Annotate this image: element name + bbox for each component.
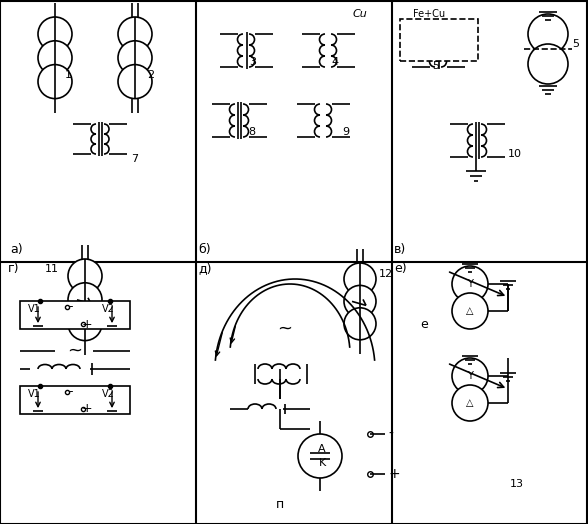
Circle shape xyxy=(38,64,72,99)
Text: е: е xyxy=(420,318,427,331)
Text: е): е) xyxy=(394,262,407,275)
Circle shape xyxy=(68,259,102,293)
Text: 12: 12 xyxy=(379,269,393,279)
Text: +: + xyxy=(388,467,400,481)
Bar xyxy=(400,19,478,61)
Text: △: △ xyxy=(466,398,474,408)
Circle shape xyxy=(118,17,152,51)
Text: 4: 4 xyxy=(332,57,339,67)
Text: ~: ~ xyxy=(68,342,82,360)
Bar xyxy=(20,386,130,414)
Text: Y: Y xyxy=(467,371,473,381)
Text: A: A xyxy=(318,444,326,454)
Circle shape xyxy=(118,64,152,99)
Text: г): г) xyxy=(8,262,19,275)
Circle shape xyxy=(344,308,376,340)
Circle shape xyxy=(452,385,488,421)
Text: △: △ xyxy=(466,306,474,316)
Text: 3: 3 xyxy=(249,57,256,67)
Circle shape xyxy=(528,44,568,84)
Text: -: - xyxy=(69,386,74,398)
Circle shape xyxy=(68,307,102,341)
Text: Y: Y xyxy=(467,279,473,289)
Text: 5: 5 xyxy=(572,39,579,49)
Circle shape xyxy=(452,358,488,394)
Circle shape xyxy=(118,41,152,75)
Text: 2: 2 xyxy=(147,70,154,80)
Text: +: + xyxy=(82,402,92,416)
Text: V2: V2 xyxy=(102,304,115,314)
Text: б): б) xyxy=(198,243,211,256)
Circle shape xyxy=(344,263,376,295)
Circle shape xyxy=(38,17,72,51)
Text: V1: V1 xyxy=(28,304,41,314)
Circle shape xyxy=(38,41,72,75)
Text: д): д) xyxy=(198,262,212,275)
Bar xyxy=(20,301,130,329)
Text: п: п xyxy=(276,497,284,510)
Text: 10: 10 xyxy=(508,149,522,159)
Circle shape xyxy=(298,434,342,478)
Text: 8: 8 xyxy=(249,127,256,137)
Text: 11: 11 xyxy=(45,264,59,274)
Text: -: - xyxy=(69,300,74,313)
Text: в): в) xyxy=(394,243,406,256)
Text: ~: ~ xyxy=(278,320,292,338)
Text: 5: 5 xyxy=(433,61,439,71)
Text: 13: 13 xyxy=(510,479,524,489)
Text: K: K xyxy=(318,458,326,468)
Text: V2: V2 xyxy=(102,389,115,399)
Circle shape xyxy=(452,293,488,329)
Circle shape xyxy=(344,286,376,318)
Text: 9: 9 xyxy=(342,127,349,137)
Circle shape xyxy=(528,14,568,54)
Text: 7: 7 xyxy=(132,154,139,164)
Text: Cu: Cu xyxy=(353,9,368,19)
Circle shape xyxy=(452,266,488,302)
Text: -: - xyxy=(388,427,393,441)
Text: V1: V1 xyxy=(28,389,41,399)
Circle shape xyxy=(68,283,102,317)
Text: 1: 1 xyxy=(65,70,72,80)
Text: Fe+Cu: Fe+Cu xyxy=(413,9,445,19)
Text: +: + xyxy=(82,318,92,331)
Text: а): а) xyxy=(10,243,22,256)
